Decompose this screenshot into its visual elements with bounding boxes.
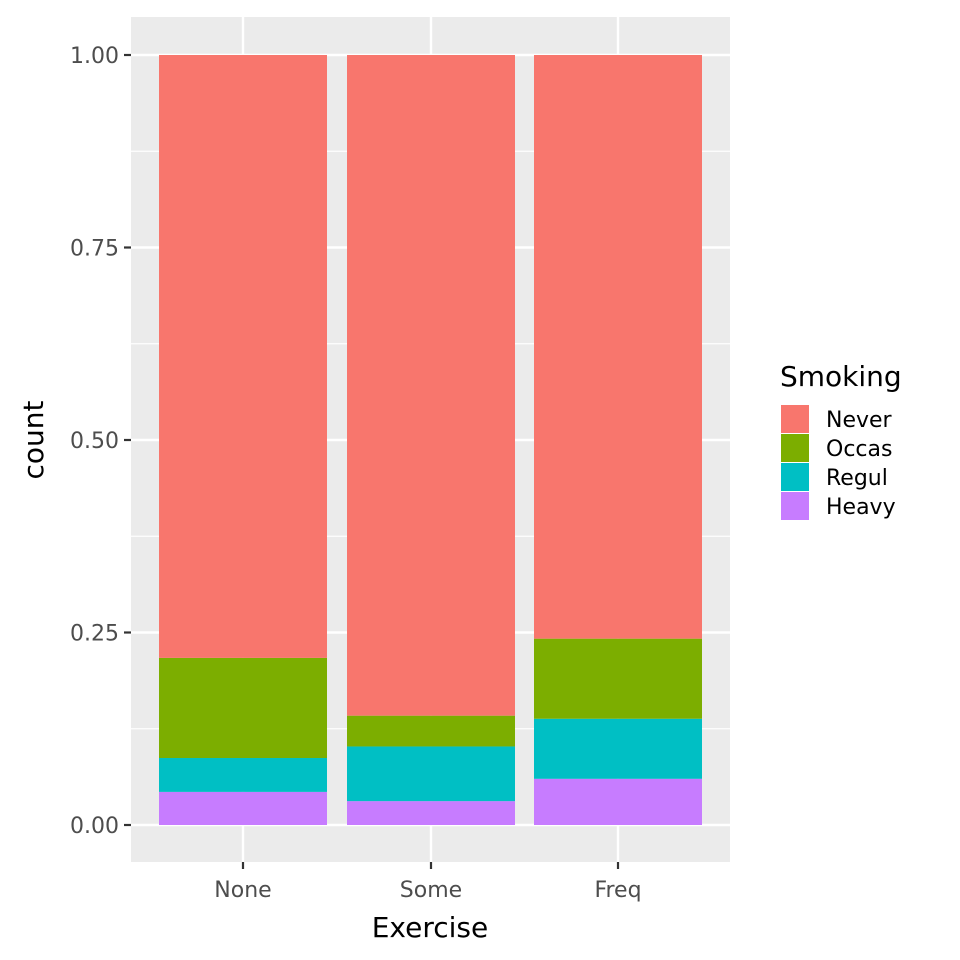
bar-segment-regul-some bbox=[347, 746, 515, 802]
legend: Smoking Never Occas Regul Heavy bbox=[780, 360, 902, 520]
bar-segment-heavy-some bbox=[347, 801, 515, 825]
legend-key-heavy bbox=[781, 492, 809, 520]
bar-segment-heavy-freq bbox=[534, 778, 702, 825]
y-tick-label: 0.50 bbox=[70, 429, 119, 454]
legend-label-occas: Occas bbox=[826, 437, 892, 462]
y-tick-label: 1.00 bbox=[70, 44, 119, 69]
legend-key-occas bbox=[781, 434, 809, 462]
x-tick-label: Freq bbox=[594, 878, 641, 903]
y-axis-title: count bbox=[17, 400, 50, 479]
bar-segment-regul-freq bbox=[534, 718, 702, 779]
x-axis: None Some Freq bbox=[214, 862, 642, 903]
bar-segment-regul-none bbox=[159, 758, 327, 792]
y-tick-label: 0.75 bbox=[70, 237, 119, 262]
x-axis-title: Exercise bbox=[372, 911, 489, 944]
bar-segment-heavy-none bbox=[159, 791, 327, 825]
legend-key-regul bbox=[781, 463, 809, 491]
y-axis: 0.00 0.25 0.50 0.75 1.00 bbox=[70, 44, 131, 839]
bar-segment-never-some bbox=[347, 55, 515, 716]
bar-segment-occas-freq bbox=[534, 638, 702, 719]
bar-segment-occas-none bbox=[159, 657, 327, 759]
x-tick-label: None bbox=[214, 878, 271, 903]
legend-key-never bbox=[781, 405, 809, 433]
legend-label-never: Never bbox=[826, 408, 893, 433]
y-tick-label: 0.00 bbox=[70, 814, 119, 839]
x-tick-label: Some bbox=[400, 878, 462, 903]
bar-segment-never-freq bbox=[534, 55, 702, 639]
legend-label-regul: Regul bbox=[826, 466, 888, 491]
legend-title: Smoking bbox=[780, 360, 902, 393]
legend-label-heavy: Heavy bbox=[826, 495, 896, 520]
bar-segment-never-none bbox=[159, 55, 327, 658]
bars bbox=[159, 55, 702, 825]
bar-segment-occas-some bbox=[347, 715, 515, 747]
y-tick-label: 0.25 bbox=[70, 622, 119, 647]
